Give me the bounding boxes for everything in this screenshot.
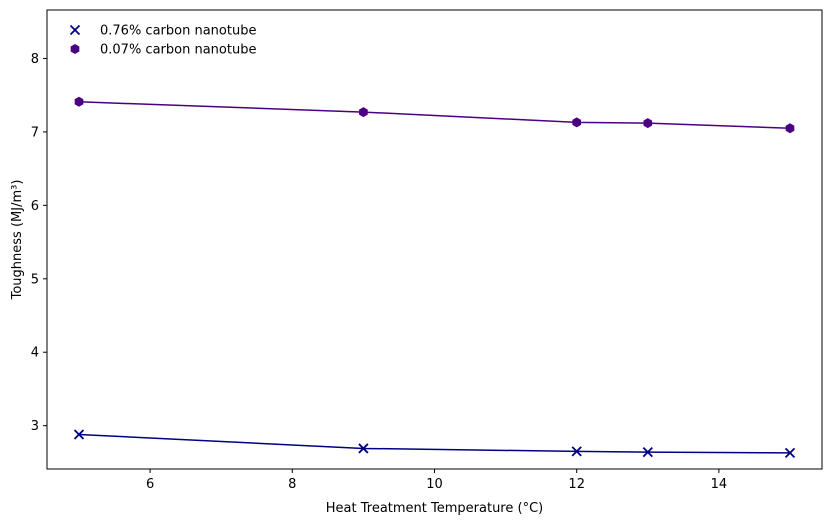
data-point-series-2 [785, 123, 795, 134]
series-layer [73, 96, 796, 458]
data-point-series-1 [642, 446, 653, 458]
y-tick-label: 5 [31, 272, 39, 287]
x-tick-label: 12 [568, 477, 585, 492]
y-axis-ticks: 3 4 5 6 7 8 [31, 52, 47, 434]
data-point-series-1 [571, 446, 582, 457]
y-tick-label: 7 [31, 125, 39, 140]
plot-area [47, 10, 822, 469]
data-point-series-2 [74, 96, 84, 107]
y-tick-label: 3 [31, 419, 39, 434]
data-point-series-1 [73, 429, 85, 440]
legend-label-1: 0.76% carbon nanotube [100, 24, 256, 39]
x-tick-label: 8 [288, 477, 296, 492]
x-tick-label: 6 [146, 477, 154, 492]
legend: 0.76% carbon nanotube 0.07% carbon nanotu… [69, 24, 256, 58]
y-tick-label: 4 [31, 346, 39, 361]
x-tick-label: 14 [711, 477, 728, 492]
data-point-series-1 [358, 443, 369, 454]
plot-frame [46, 9, 823, 470]
x-tick-label: 10 [426, 477, 443, 492]
data-point-series-1 [784, 447, 796, 458]
y-axis-label: Toughness (MJ/m³) [10, 180, 25, 301]
data-point-series-2 [643, 118, 653, 129]
legend-marker-2 [70, 44, 80, 54]
x-axis-ticks: 6 8 10 12 14 [146, 469, 727, 492]
legend-marker-1 [69, 24, 81, 36]
y-tick-label: 6 [31, 199, 39, 214]
data-point-series-2 [572, 117, 582, 128]
data-point-series-2 [359, 107, 368, 118]
legend-label-2: 0.07% carbon nanotube [100, 43, 256, 58]
y-tick-label: 8 [31, 52, 39, 67]
x-axis-label: Heat Treatment Temperature (°C) [326, 501, 543, 516]
